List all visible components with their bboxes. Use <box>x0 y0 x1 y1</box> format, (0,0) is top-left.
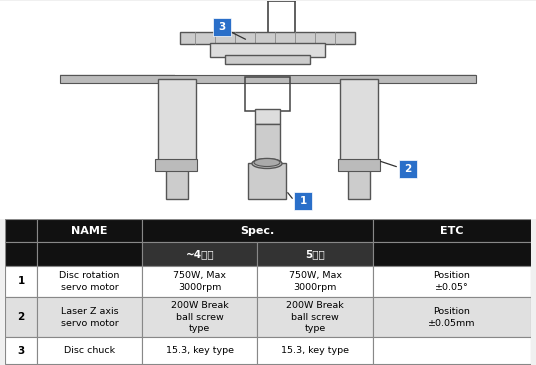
Bar <box>348 161 370 199</box>
FancyBboxPatch shape <box>257 337 373 364</box>
FancyBboxPatch shape <box>5 219 37 242</box>
Text: 750W, Max
3000rpm: 750W, Max 3000rpm <box>289 271 342 292</box>
FancyBboxPatch shape <box>5 266 37 297</box>
Text: 2: 2 <box>18 312 25 322</box>
Bar <box>340 78 378 164</box>
Text: Disc rotation
servo motor: Disc rotation servo motor <box>59 271 120 292</box>
Text: Position
±0.05°: Position ±0.05° <box>434 271 470 292</box>
Text: Disc chuck: Disc chuck <box>64 346 115 355</box>
FancyBboxPatch shape <box>373 297 531 337</box>
Bar <box>210 42 325 57</box>
FancyBboxPatch shape <box>142 337 257 364</box>
FancyBboxPatch shape <box>37 219 142 242</box>
FancyBboxPatch shape <box>142 297 257 337</box>
Text: 200W Break
ball screw
type: 200W Break ball screw type <box>286 301 344 334</box>
Bar <box>255 108 280 123</box>
Bar <box>180 31 355 43</box>
FancyBboxPatch shape <box>373 266 531 297</box>
Text: 5호기: 5호기 <box>306 249 325 259</box>
FancyBboxPatch shape <box>257 297 373 337</box>
Text: 750W, Max
3000rpm: 750W, Max 3000rpm <box>173 271 226 292</box>
FancyBboxPatch shape <box>257 266 373 297</box>
Bar <box>166 161 188 199</box>
FancyBboxPatch shape <box>142 266 257 297</box>
Text: 1: 1 <box>18 276 25 287</box>
Text: 200W Break
ball screw
type: 200W Break ball screw type <box>171 301 228 334</box>
Text: Laser Z axis
servo motor: Laser Z axis servo motor <box>61 307 118 327</box>
Text: 1: 1 <box>300 196 307 205</box>
Ellipse shape <box>254 158 280 166</box>
FancyBboxPatch shape <box>5 337 37 364</box>
Text: 15.3, key type: 15.3, key type <box>281 346 349 355</box>
Text: 3: 3 <box>218 22 226 31</box>
FancyBboxPatch shape <box>142 242 257 266</box>
Bar <box>213 18 231 35</box>
FancyBboxPatch shape <box>373 219 531 242</box>
Text: 3: 3 <box>18 346 25 356</box>
FancyBboxPatch shape <box>37 266 142 297</box>
FancyBboxPatch shape <box>5 297 37 337</box>
Bar <box>248 162 286 199</box>
Text: Position
±0.05mm: Position ±0.05mm <box>428 307 475 327</box>
Text: NAME: NAME <box>71 226 108 236</box>
Text: ~4호기: ~4호기 <box>185 249 214 259</box>
FancyBboxPatch shape <box>142 219 373 242</box>
Text: ETC: ETC <box>440 226 464 236</box>
Bar <box>225 54 310 64</box>
Text: 2: 2 <box>404 164 412 173</box>
FancyBboxPatch shape <box>37 337 142 364</box>
FancyBboxPatch shape <box>37 242 142 266</box>
FancyBboxPatch shape <box>373 242 531 266</box>
FancyBboxPatch shape <box>37 297 142 337</box>
FancyBboxPatch shape <box>373 337 531 364</box>
FancyBboxPatch shape <box>5 242 37 266</box>
Text: 15.3, key type: 15.3, key type <box>166 346 234 355</box>
Text: Spec.: Spec. <box>240 226 274 236</box>
Bar <box>255 123 280 164</box>
Bar <box>158 78 196 164</box>
Bar <box>338 158 380 170</box>
Bar <box>399 160 417 177</box>
Bar <box>155 158 197 170</box>
Ellipse shape <box>252 158 282 169</box>
Bar <box>60 74 476 82</box>
FancyBboxPatch shape <box>257 242 373 266</box>
Bar <box>294 192 312 210</box>
Bar <box>245 77 290 111</box>
